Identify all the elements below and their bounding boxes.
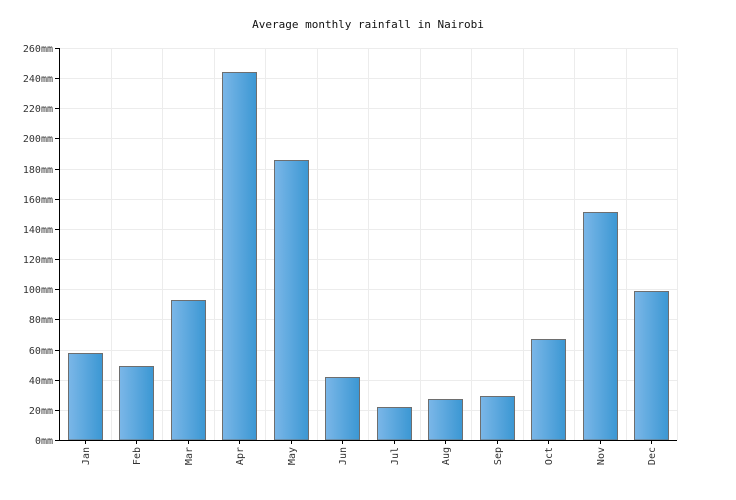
bar-dec bbox=[634, 291, 669, 441]
x-tick-label: Mar bbox=[184, 447, 195, 465]
x-tick-label: Dec bbox=[647, 447, 658, 465]
y-tick-label: 60mm bbox=[29, 346, 53, 357]
y-tick-label: 80mm bbox=[29, 315, 53, 326]
y-tick-label: 200mm bbox=[23, 134, 53, 145]
bar-mar bbox=[171, 300, 206, 441]
x-tick-label: Feb bbox=[132, 447, 143, 465]
bar-jan bbox=[68, 353, 103, 441]
bar-feb bbox=[119, 366, 154, 441]
bar-may bbox=[274, 160, 309, 441]
x-tick-label: Sep bbox=[493, 447, 504, 465]
x-tick-label: Nov bbox=[596, 447, 607, 465]
chart-title: Average monthly rainfall in Nairobi bbox=[252, 18, 484, 31]
x-tick-label: Jul bbox=[390, 447, 401, 465]
y-tick-label: 140mm bbox=[23, 225, 53, 236]
axis-layer: 0mm 20mm 40mm 60mm 80mm 100mm 120mm 140mm 160mm 1… bbox=[23, 44, 677, 465]
y-tick-label: 100mm bbox=[23, 285, 53, 296]
x-tick-label: Aug bbox=[441, 447, 452, 465]
bar-oct bbox=[531, 339, 566, 441]
bar-apr bbox=[222, 72, 257, 441]
bar-jul bbox=[377, 407, 412, 441]
y-tick-label: 160mm bbox=[23, 195, 53, 206]
bar-sep bbox=[480, 396, 515, 441]
y-tick-label: 40mm bbox=[29, 376, 53, 387]
x-tick-label: Jun bbox=[338, 447, 349, 465]
bar-aug bbox=[428, 399, 463, 441]
y-tick-label: 20mm bbox=[29, 406, 53, 417]
x-tick-label: Jan bbox=[81, 447, 92, 465]
x-tick-label: Apr bbox=[235, 447, 246, 465]
y-tick-label: 120mm bbox=[23, 255, 53, 266]
bar-nov bbox=[583, 212, 618, 441]
bar-jun bbox=[325, 377, 360, 441]
y-tick-label: 180mm bbox=[23, 165, 53, 176]
grid-layer bbox=[59, 48, 678, 440]
y-tick-label: 220mm bbox=[23, 104, 53, 115]
y-tick-label: 260mm bbox=[23, 44, 53, 55]
x-tick-label: May bbox=[287, 447, 298, 465]
bars-layer bbox=[68, 72, 669, 441]
y-tick-label: 0mm bbox=[35, 436, 53, 447]
x-tick-label: Oct bbox=[544, 447, 555, 465]
y-tick-label: 240mm bbox=[23, 74, 53, 85]
